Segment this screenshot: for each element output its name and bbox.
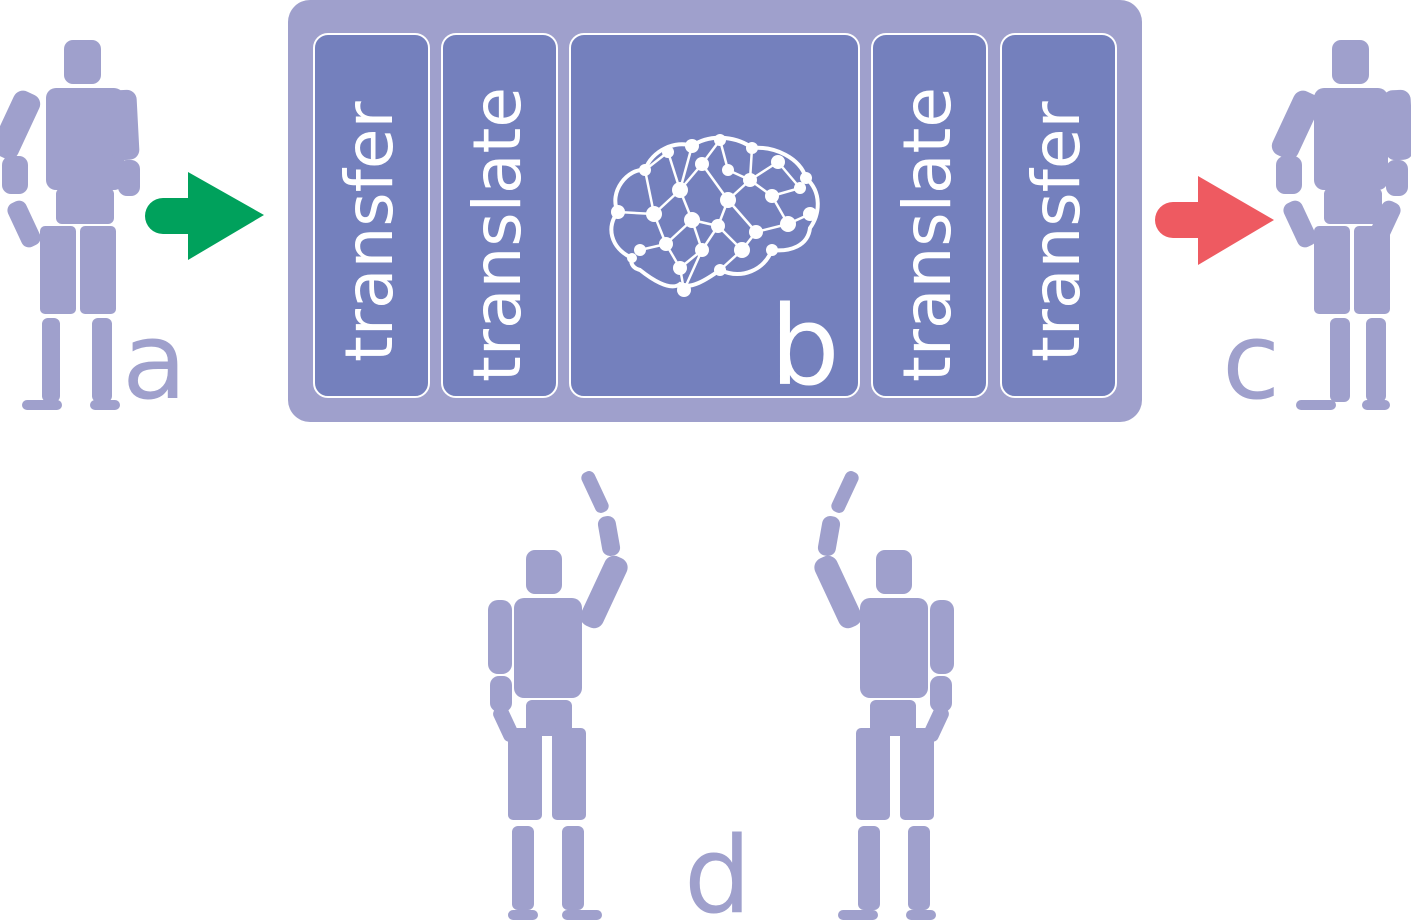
- label-a: a: [122, 300, 187, 423]
- label-b: b: [770, 282, 840, 410]
- module-translate-in: translate: [441, 33, 558, 398]
- module-transfer-in: transfer: [313, 33, 430, 398]
- processing-pipeline: transfer translate: [288, 0, 1142, 422]
- figure-c-human: [1271, 40, 1411, 410]
- figure-d-right-human: [814, 471, 954, 920]
- module-label: translate: [459, 87, 536, 382]
- brain-network-icon: [609, 134, 820, 297]
- module-label: transfer: [1018, 100, 1095, 362]
- module-translate-out: translate: [871, 33, 988, 398]
- input-arrow-icon: [145, 172, 264, 260]
- output-arrow-icon: [1155, 176, 1274, 265]
- module-transfer-out: transfer: [1000, 33, 1117, 398]
- figure-a-human: [0, 40, 140, 410]
- module-model: b: [569, 33, 860, 410]
- module-label: transfer: [331, 100, 408, 362]
- label-d: d: [684, 814, 751, 923]
- figure-d-left-human: [488, 471, 628, 920]
- label-c: c: [1222, 300, 1280, 423]
- module-label: translate: [889, 87, 966, 382]
